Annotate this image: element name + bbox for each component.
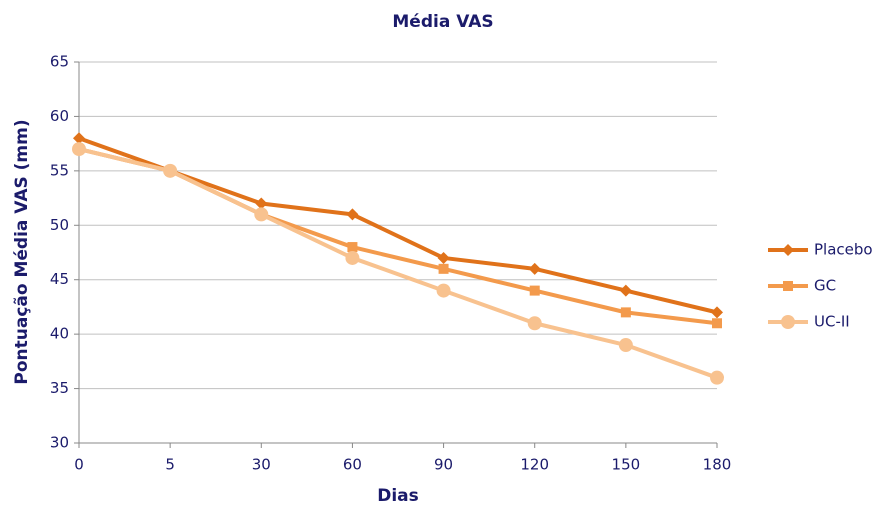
point bbox=[72, 142, 86, 157]
point bbox=[620, 307, 631, 318]
series-line bbox=[78, 147, 718, 380]
point bbox=[436, 283, 451, 298]
point bbox=[347, 242, 358, 253]
legend-marker bbox=[782, 244, 794, 256]
y-tick-label: 55 bbox=[50, 161, 69, 179]
point bbox=[528, 262, 541, 275]
point bbox=[73, 132, 85, 145]
point bbox=[346, 208, 359, 221]
x-tick-label: 150 bbox=[612, 456, 641, 474]
point bbox=[437, 251, 450, 264]
point bbox=[618, 338, 633, 353]
point bbox=[438, 263, 449, 274]
y-tick-label: 45 bbox=[50, 270, 69, 288]
legend-marker bbox=[781, 315, 795, 329]
legend-marker bbox=[783, 281, 793, 291]
legend-label: Placebo bbox=[814, 241, 873, 259]
y-tick-label: 40 bbox=[50, 325, 69, 343]
x-tick-label: 180 bbox=[703, 456, 732, 474]
point bbox=[619, 284, 632, 297]
point bbox=[254, 207, 269, 222]
y-axis-label: Pontuação Média VAS (mm) bbox=[12, 119, 32, 384]
point bbox=[529, 285, 540, 296]
x-tick-label: 60 bbox=[343, 456, 362, 474]
y-tick-label: 35 bbox=[50, 379, 69, 397]
x-tick-label: 0 bbox=[74, 456, 84, 474]
point bbox=[163, 163, 178, 178]
point bbox=[711, 306, 723, 319]
point bbox=[345, 250, 360, 265]
x-tick-label: 30 bbox=[252, 456, 271, 474]
x-tick-label: 90 bbox=[434, 456, 453, 474]
y-tick-label: 65 bbox=[50, 53, 69, 71]
legend-label: UC-II bbox=[814, 313, 850, 331]
point bbox=[712, 318, 722, 329]
y-tick-label: 50 bbox=[50, 216, 69, 234]
x-tick-label: 120 bbox=[520, 456, 549, 474]
y-tick-label: 60 bbox=[50, 107, 69, 125]
point bbox=[527, 316, 542, 331]
chart-title: Média VAS bbox=[392, 12, 493, 32]
y-tick-label: 30 bbox=[50, 434, 69, 452]
point bbox=[255, 197, 268, 210]
legend-label: GC bbox=[814, 277, 836, 295]
x-axis-label: Dias bbox=[377, 486, 419, 506]
point bbox=[710, 370, 724, 385]
x-tick-label: 5 bbox=[165, 456, 175, 474]
